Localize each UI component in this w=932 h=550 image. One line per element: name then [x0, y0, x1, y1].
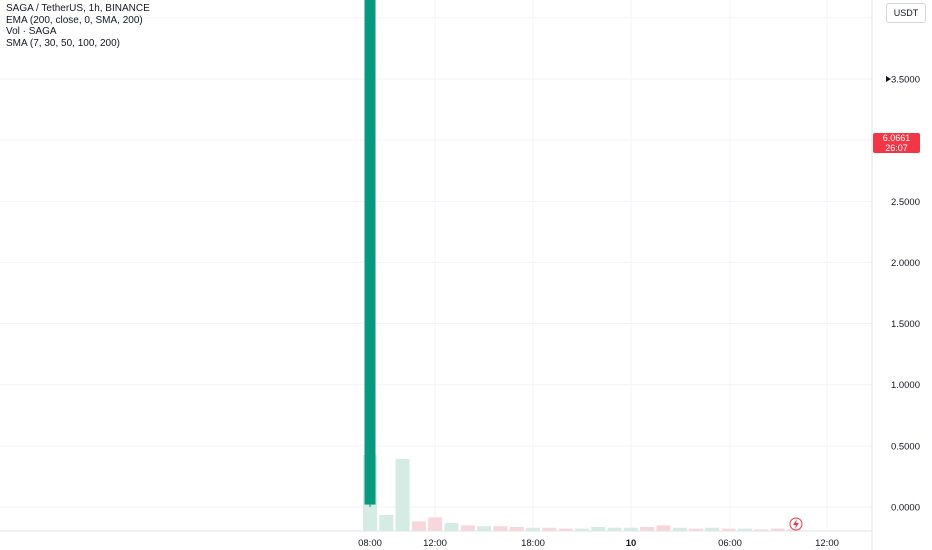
price-tick-label: 2.0000: [891, 258, 920, 269]
price-tick-label: 1.5000: [891, 319, 920, 330]
lightning-bolt: [793, 519, 799, 529]
volume-bar: [737, 528, 752, 531]
volume-bar: [428, 517, 443, 531]
candle[interactable]: [364, 0, 376, 507]
time-tick-label: 12:00: [815, 538, 839, 549]
price-tick-label: 0.0000: [891, 503, 920, 514]
volume-bar: [656, 525, 671, 531]
volume-bar: [574, 528, 589, 531]
time-tick-label: 18:00: [521, 538, 545, 549]
countdown-timer: 26:07: [885, 143, 908, 153]
sma-indicator-label[interactable]: SMA (7, 30, 50, 100, 200): [6, 37, 120, 49]
last-price-value: 6.0661: [882, 133, 911, 143]
volume-bar: [444, 523, 459, 531]
ema-indicator-label[interactable]: EMA (200, close, 0, SMA, 200): [6, 14, 143, 26]
volume-bar: [672, 527, 687, 531]
time-tick-label: 08:00: [358, 538, 382, 549]
time-tick-label: 06:00: [718, 538, 742, 549]
volume-bar: [623, 527, 638, 531]
symbol-title[interactable]: SAGA / TetherUS, 1h, BINANCE: [6, 3, 150, 14]
volume-bar: [640, 527, 655, 531]
volume-bar: [395, 459, 410, 531]
time-tick-label: 10: [626, 538, 637, 549]
volume-bar: [558, 528, 573, 531]
last-price-badge: 6.0661 26:07: [873, 133, 920, 153]
volume-bar: [705, 527, 720, 531]
volume-bar: [477, 526, 492, 531]
price-marker-arrow-icon: [886, 76, 891, 82]
volume-bar: [721, 528, 736, 531]
volume-bar: [493, 526, 508, 531]
volume-bar: [411, 521, 426, 531]
volume-bar: [542, 527, 557, 531]
volume-bar: [526, 527, 540, 531]
volume-bar: [770, 528, 785, 531]
chart-legend: SAGA / TetherUS, 1h, BINANCE EMA (200, c…: [6, 3, 150, 49]
volume-bar: [379, 515, 394, 531]
volume-bar: [689, 528, 703, 531]
price-tick-label: 0.5000: [891, 441, 920, 452]
volume-bar: [509, 527, 524, 531]
volume-bar: [460, 525, 475, 531]
volume-bar: [591, 527, 606, 531]
price-tick-label: 1.0000: [891, 380, 920, 391]
price-tick-label: 2.5000: [891, 197, 920, 208]
lightning-icon[interactable]: [789, 517, 803, 531]
candle-body: [364, 0, 376, 505]
volume-bar: [786, 529, 801, 531]
volume-indicator-label[interactable]: Vol · SAGA: [6, 26, 57, 37]
price-tick-label: 3.5000: [891, 74, 920, 85]
currency-button[interactable]: USDT: [886, 3, 926, 23]
volume-bar: [607, 527, 622, 531]
volume-bar: [754, 529, 769, 531]
time-tick-label: 12:00: [423, 538, 447, 549]
